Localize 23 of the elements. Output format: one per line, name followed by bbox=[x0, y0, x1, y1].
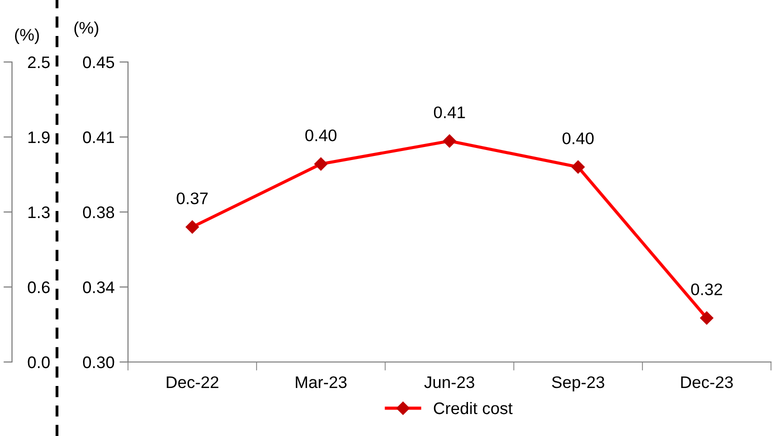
x-tick-label: Jun-23 bbox=[424, 376, 474, 388]
text: 1.9 bbox=[28, 131, 50, 144]
text: 0.6 bbox=[28, 281, 50, 294]
data-label: 0.40 bbox=[562, 132, 594, 144]
text: 2.5 bbox=[28, 56, 50, 68]
x-tick-label: Sep-23 bbox=[552, 376, 604, 392]
x-tick-label: Mar-23 bbox=[296, 376, 347, 388]
legend-label: Credit cost bbox=[434, 402, 513, 414]
data-label: 0.37 bbox=[176, 192, 208, 204]
y-tick-label: 0.38 bbox=[83, 206, 114, 218]
data-label: 0.41 bbox=[434, 106, 465, 118]
y-tick-label: 0.30 bbox=[83, 356, 114, 368]
text: (%) bbox=[15, 28, 39, 44]
x-tick-label: Dec-22 bbox=[166, 376, 218, 388]
data-label: 0.32 bbox=[691, 283, 722, 296]
y-tick-label: 0.34 bbox=[83, 281, 114, 294]
x-tick-label: Dec-23 bbox=[681, 376, 733, 388]
text: 0.0 bbox=[28, 356, 50, 368]
y-tick-label: 0.45 bbox=[83, 56, 114, 68]
text: 1.3 bbox=[28, 206, 50, 218]
y-axis-title: (%) bbox=[74, 21, 98, 37]
data-label: 0.40 bbox=[305, 129, 336, 142]
y-tick-label: 0.41 bbox=[83, 131, 114, 144]
